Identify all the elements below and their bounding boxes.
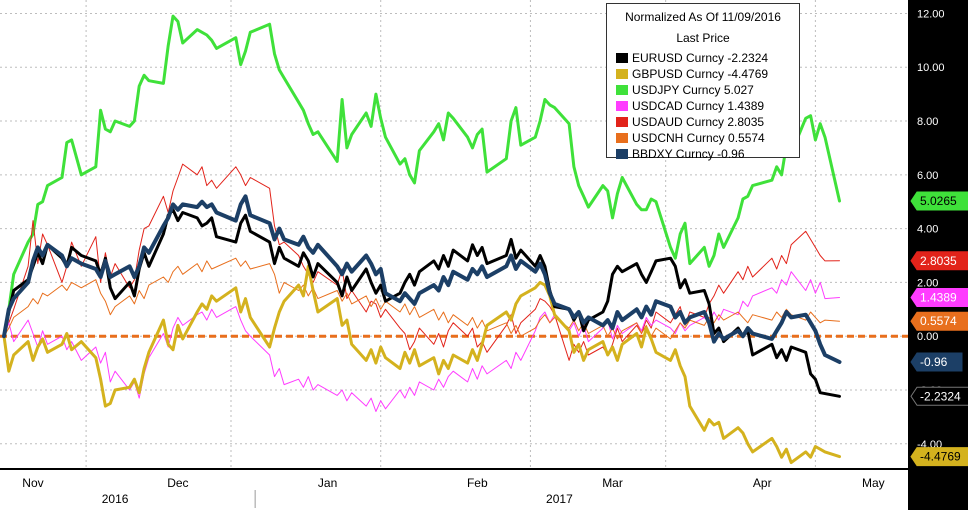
y-tick-label: 0.00 (917, 331, 938, 343)
x-tick-label: Mar (602, 476, 623, 490)
end-label-tag (910, 386, 968, 406)
series-line-gbpusd (2, 264, 841, 465)
legend-swatch (616, 69, 628, 79)
legend-value: 2.8035 (724, 115, 765, 129)
legend-swatch (616, 149, 628, 159)
series-line-bbdxy (2, 194, 842, 364)
legend-label: GBPUSD Curncy (632, 67, 725, 81)
series-group (2, 14, 842, 465)
legend-item: EURUSD Curncy -2.2324 (616, 50, 799, 66)
x-year-label: 2017 (546, 492, 573, 506)
end-label-text: -4.4769 (920, 450, 961, 464)
y-tick-label: 10.00 (917, 62, 945, 74)
y-tick-label: 8.00 (917, 116, 938, 128)
series-line-usdcnh (3, 257, 840, 340)
x-tick-label: May (862, 476, 885, 490)
legend-label: EURUSD Curncy (632, 51, 725, 65)
legend-item: USDCAD Curncy 1.4389 (616, 98, 799, 114)
legend-subtitle: Last Price (676, 31, 730, 45)
legend-item: USDAUD Curncy 2.8035 (616, 114, 799, 130)
legend-swatch (616, 117, 628, 127)
legend-value: -0.96 (713, 147, 745, 161)
x-axis-band (0, 470, 908, 510)
legend-value: 1.4389 (724, 99, 765, 113)
end-label-text: 1.4389 (920, 291, 957, 305)
y-tick-label: 12.00 (917, 8, 945, 20)
x-tick-label: Feb (467, 476, 488, 490)
legend-label: USDCAD Curncy (632, 99, 725, 113)
legend: Normalized As Of 11/09/2016 Last Price E… (606, 3, 800, 161)
end-label-tag (910, 352, 963, 372)
x-year-label: 2016 (102, 492, 129, 506)
x-tick-label: Apr (753, 476, 772, 490)
legend-value: -2.2324 (724, 51, 769, 65)
y-tick-label: 4.00 (917, 224, 938, 236)
legend-swatch (616, 53, 628, 63)
end-label-tag (910, 251, 968, 271)
legend-list: EURUSD Curncy -2.2324 GBPUSD Curncy -4.47… (616, 50, 799, 162)
end-label-text: -0.96 (920, 355, 948, 369)
end-label-text: 5.0265 (920, 194, 957, 208)
legend-title: Normalized As Of 11/09/2016 (625, 10, 781, 24)
end-label-text: 2.8035 (920, 254, 957, 268)
x-axis: Nov Dec Jan Feb Mar Apr May 2016 2017 (0, 470, 908, 510)
legend-label: USDJPY Curncy (632, 83, 721, 97)
end-label-tag (910, 311, 968, 331)
legend-item: GBPUSD Curncy -4.4769 (616, 66, 799, 82)
grid-lines (0, 0, 908, 468)
legend-label: USDAUD Curncy (632, 115, 725, 129)
x-tick-label: Jan (318, 476, 337, 490)
x-tick-label: Nov (22, 476, 43, 490)
legend-item: USDCNH Curncy 0.5574 (616, 130, 799, 146)
legend-value: -4.4769 (724, 67, 769, 81)
legend-item: USDJPY Curncy 5.027 (616, 82, 799, 98)
end-label-text: 0.5574 (920, 314, 957, 328)
y-tick-label: 6.00 (917, 170, 938, 182)
legend-label: BBDXY Curncy (632, 147, 714, 161)
legend-swatch (616, 133, 628, 143)
legend-item: BBDXY Curncy -0.96 (616, 146, 799, 162)
end-label-tag (910, 447, 968, 467)
x-tick-label: Dec (167, 476, 188, 490)
end-label-tag (910, 191, 968, 211)
legend-label: USDCNH Curncy (632, 131, 725, 145)
legend-value: 0.5574 (724, 131, 765, 145)
end-label-text: -2.2324 (920, 389, 961, 403)
y-tick-label: 2.00 (917, 277, 938, 289)
end-label-tag (910, 288, 968, 308)
legend-swatch (616, 101, 628, 111)
series-line-usdjpy (2, 14, 841, 338)
end-labels: 5.0265 2.8035 1.4389 0.5574 -0.96 -2.2324 -4.4… (910, 191, 968, 467)
legend-value: 5.027 (720, 83, 754, 97)
legend-swatch (616, 85, 628, 95)
